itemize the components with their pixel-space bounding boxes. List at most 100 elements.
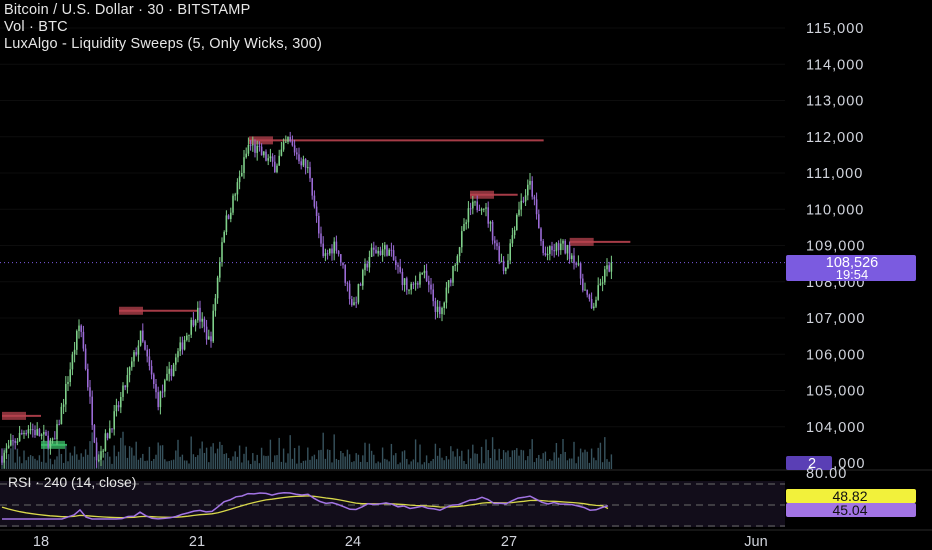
volume-bar bbox=[423, 462, 426, 469]
volume-bar bbox=[260, 447, 263, 469]
indicator-legend[interactable]: LuxAlgo - Liquidity Sweeps (5, Only Wick… bbox=[4, 36, 323, 52]
candle-body bbox=[56, 424, 58, 440]
candle-body bbox=[351, 299, 353, 306]
time-axis[interactable]: 18 21 24 27 Jun bbox=[33, 534, 768, 550]
volume-bar bbox=[82, 456, 85, 469]
candle-body bbox=[377, 250, 379, 254]
volume-bar bbox=[452, 451, 454, 469]
volume-bar bbox=[355, 453, 357, 469]
candle-body bbox=[293, 145, 296, 153]
symbol-title[interactable]: Bitcoin / U.S. Dollar · 30 · BITSTAMP bbox=[4, 2, 251, 18]
candle-body bbox=[47, 435, 49, 448]
volume-bar bbox=[243, 453, 245, 469]
volume-bar bbox=[410, 461, 412, 469]
volume-bar bbox=[555, 443, 558, 469]
volume-bar bbox=[192, 454, 195, 469]
volume-badge-value: 2 bbox=[808, 456, 816, 472]
candle-body bbox=[337, 250, 340, 255]
volume-bar bbox=[315, 459, 318, 469]
candle-body bbox=[452, 266, 454, 283]
volume-bar bbox=[14, 462, 16, 469]
volume-bar bbox=[117, 451, 120, 469]
candle-body bbox=[498, 246, 500, 262]
volume-bar bbox=[500, 459, 503, 469]
volume-bar bbox=[16, 448, 19, 469]
volume-bar bbox=[126, 457, 129, 469]
volume-bar bbox=[43, 439, 45, 469]
candle-body bbox=[502, 260, 505, 271]
volume-bar bbox=[575, 463, 577, 469]
candle-body bbox=[412, 283, 415, 285]
candle-body bbox=[192, 319, 195, 326]
candle-body bbox=[604, 269, 606, 283]
volume-bar bbox=[47, 448, 49, 469]
volume-bar bbox=[436, 455, 439, 469]
volume-bar bbox=[516, 448, 518, 469]
candle-body bbox=[549, 246, 551, 254]
volume-bar bbox=[166, 461, 168, 469]
candle-body bbox=[397, 265, 399, 267]
volume-bar bbox=[381, 447, 384, 469]
volume-bar bbox=[252, 453, 254, 469]
candle-body bbox=[456, 256, 459, 266]
volume-bar bbox=[322, 432, 324, 469]
volume-bar bbox=[194, 456, 197, 469]
volume-bar bbox=[56, 456, 58, 469]
volume-bar bbox=[542, 453, 544, 469]
volume-bar bbox=[428, 463, 430, 469]
candle-body bbox=[135, 352, 137, 355]
candle-body bbox=[194, 320, 197, 326]
volume-legend[interactable]: Vol · BTC bbox=[4, 19, 68, 35]
candle-body bbox=[203, 318, 206, 327]
volume-bar bbox=[566, 460, 569, 469]
volume-bar bbox=[351, 462, 353, 469]
candle-body bbox=[401, 271, 404, 286]
volume-bar bbox=[432, 458, 434, 469]
candle-body bbox=[274, 161, 276, 173]
volume-bar bbox=[485, 439, 487, 469]
candle-body bbox=[370, 247, 373, 257]
volume-bar bbox=[302, 460, 305, 469]
volume-bar bbox=[78, 459, 80, 469]
volume-bar bbox=[60, 453, 63, 469]
sweep-zone bbox=[249, 136, 273, 145]
volume-bar bbox=[353, 461, 355, 469]
volume-bar bbox=[40, 461, 43, 469]
candle-body bbox=[500, 260, 503, 262]
volume-bar bbox=[320, 449, 322, 469]
candle-body bbox=[513, 230, 516, 236]
candle-body bbox=[115, 405, 118, 412]
candle-body bbox=[232, 195, 234, 213]
volume-bar bbox=[318, 450, 320, 469]
candle-body bbox=[450, 280, 452, 283]
volume-bar bbox=[342, 453, 344, 469]
volume-bar bbox=[601, 462, 604, 469]
volume-bar bbox=[340, 451, 342, 469]
rsi-legend[interactable]: RSI · 240 (14, close) bbox=[8, 474, 137, 490]
candle-body bbox=[214, 298, 217, 311]
volume-bar bbox=[247, 460, 250, 469]
volume-bar bbox=[392, 455, 395, 469]
candle-body bbox=[463, 223, 465, 232]
candle-body bbox=[131, 361, 133, 368]
volume-bar bbox=[386, 459, 388, 469]
rsi-panel[interactable] bbox=[0, 481, 785, 527]
volume-bar bbox=[287, 453, 289, 469]
candle-body bbox=[137, 345, 140, 355]
candle-body bbox=[40, 434, 43, 436]
volume-bar bbox=[142, 453, 144, 469]
sweep-zone bbox=[569, 237, 594, 246]
volume-bar bbox=[21, 463, 23, 469]
candle-body bbox=[425, 270, 428, 281]
candle-body bbox=[208, 336, 210, 340]
volume-bar bbox=[271, 462, 274, 469]
volume-bar bbox=[313, 454, 316, 469]
candle-body bbox=[555, 243, 558, 252]
volume-bar bbox=[76, 454, 78, 469]
candle-body bbox=[538, 214, 540, 229]
volume-bar bbox=[274, 455, 276, 469]
volume-bar bbox=[414, 439, 417, 469]
volume-bar bbox=[241, 462, 243, 469]
volume-bar bbox=[208, 462, 210, 469]
